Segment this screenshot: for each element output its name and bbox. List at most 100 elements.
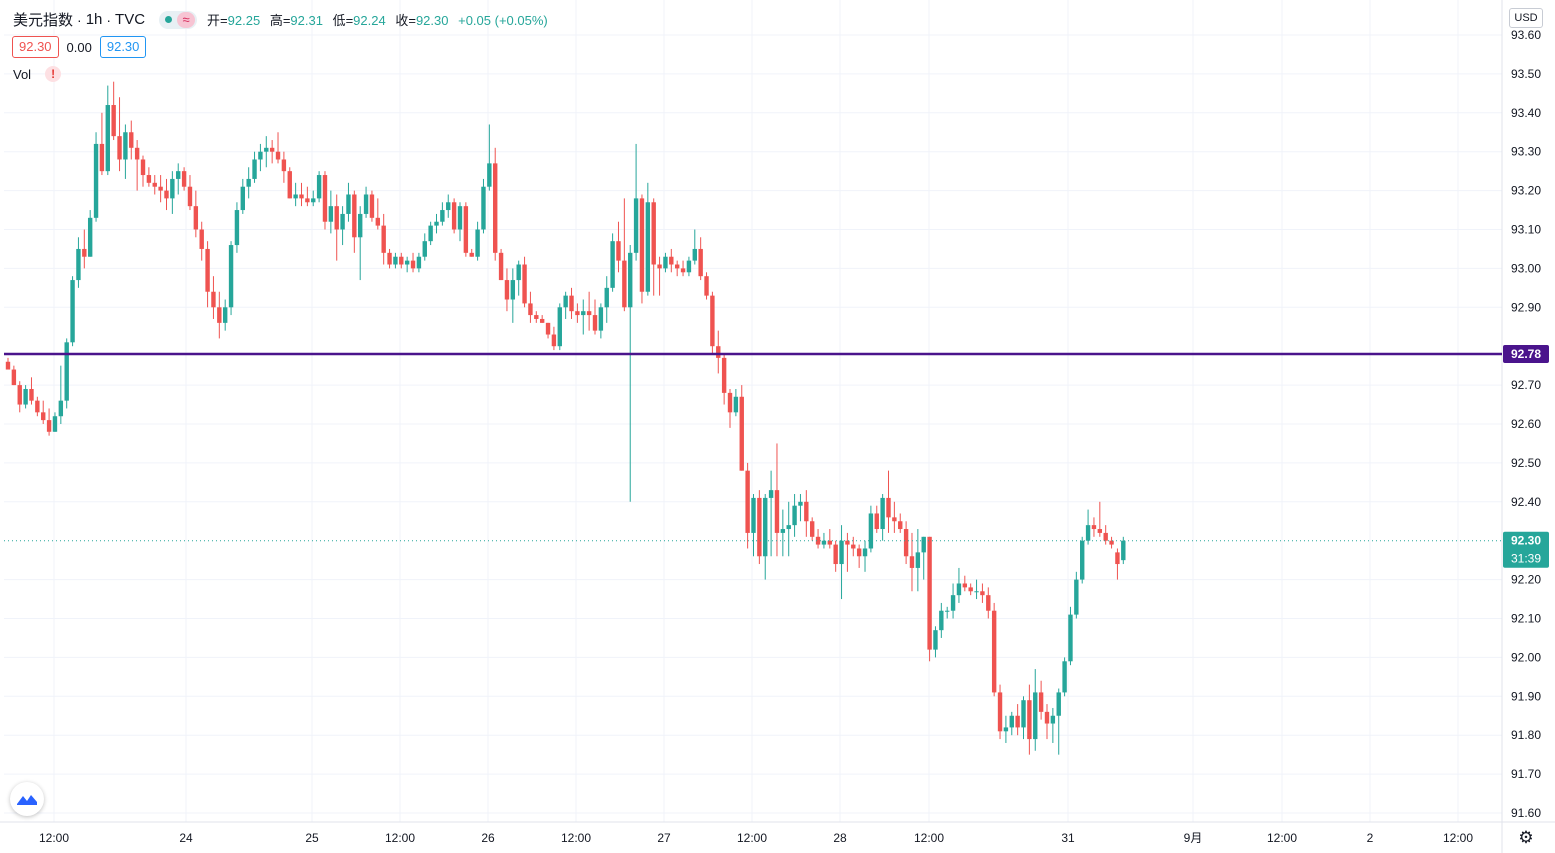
candle-body [657, 264, 662, 269]
legend-separator: · [106, 11, 112, 28]
candle-body [493, 163, 498, 253]
candle-body [633, 198, 639, 253]
candle-body [440, 210, 445, 222]
candle-body [1080, 540, 1085, 580]
symbol-name[interactable]: 美元指数 [13, 12, 74, 29]
candle-body [680, 268, 686, 273]
candle-body [768, 490, 774, 498]
market-status-pill[interactable]: ≈ [159, 10, 198, 29]
candle-body [528, 303, 533, 316]
candle-body [52, 416, 58, 432]
candle-body [29, 388, 34, 401]
candle-body [246, 178, 251, 187]
candle-body [1062, 661, 1067, 693]
candle-body [1038, 692, 1044, 712]
candle-body [757, 497, 762, 557]
candle-body [669, 256, 674, 265]
open-value: 92.25 [227, 13, 261, 28]
candle-body [1085, 525, 1091, 541]
candle-body [117, 136, 122, 160]
y-tick-label: 92.90 [1511, 300, 1541, 314]
candle-body [170, 178, 175, 199]
x-tick-label: 12:00 [385, 831, 415, 845]
currency-button[interactable]: USD [1509, 8, 1543, 28]
spread-value: 0.00 [66, 39, 92, 55]
candle-body [76, 248, 81, 281]
candle-body [381, 225, 386, 253]
candle-body [446, 202, 451, 211]
low-label: 低= [332, 13, 354, 28]
candle-body [58, 400, 64, 417]
x-tick-label: 12:00 [914, 831, 944, 845]
candle-body [516, 264, 521, 281]
candle-body [892, 517, 897, 522]
candle-body [305, 198, 310, 203]
candle-body [927, 536, 932, 650]
candle-body [322, 175, 328, 222]
candle-body [5, 361, 11, 370]
y-tick-label: 93.10 [1511, 223, 1541, 237]
candle-body [352, 194, 357, 238]
candle-body [193, 206, 199, 230]
candle-body [898, 521, 903, 530]
candle-body [41, 412, 46, 421]
candle-body [434, 221, 439, 226]
candle-body [1009, 715, 1014, 728]
y-tick-label: 92.50 [1511, 456, 1541, 470]
candle-body [1003, 727, 1009, 732]
candle-body [545, 322, 551, 335]
candle-body [369, 194, 375, 218]
candle-body [698, 248, 703, 277]
candle-body [1050, 715, 1056, 724]
candle-body [469, 252, 474, 257]
candle-body [1033, 692, 1038, 740]
candle-body [986, 595, 991, 611]
candle-body [886, 497, 891, 518]
tradingview-logo-icon[interactable] [10, 782, 44, 816]
x-tick-label: 12:00 [737, 831, 767, 845]
candle-body [46, 420, 52, 432]
candle-body [704, 276, 709, 296]
x-tick-label: 12:00 [39, 831, 69, 845]
candle-body [258, 151, 263, 160]
y-tick-label: 92.00 [1511, 650, 1541, 664]
legend-separator: · [77, 11, 82, 28]
candle-body [299, 194, 304, 199]
candle-body [129, 132, 134, 148]
candle-body [798, 501, 803, 506]
warning-icon[interactable]: ! [45, 66, 62, 82]
candle-body [974, 591, 979, 593]
interval-label[interactable]: 1h [85, 11, 103, 28]
candle-body [921, 536, 926, 553]
candle-body [1109, 540, 1114, 545]
bar-countdown-label: 31:39 [1511, 552, 1541, 566]
candle-body [234, 210, 240, 246]
candle-body [410, 260, 416, 269]
y-tick-label: 92.70 [1511, 378, 1541, 392]
candle-body [1015, 715, 1020, 728]
gear-icon[interactable]: ⚙ [1518, 828, 1534, 847]
candle-body [721, 357, 727, 393]
ask-button[interactable]: 92.30 [99, 36, 147, 58]
candle-body [404, 260, 410, 265]
candle-body [557, 307, 562, 347]
candle-body [164, 190, 169, 199]
volume-label[interactable]: Vol [13, 66, 32, 82]
candle-body [11, 369, 17, 386]
candle-body [915, 552, 921, 568]
volume-legend: Vol ! [13, 66, 62, 82]
candle-body [575, 311, 580, 316]
candle-body [968, 587, 973, 592]
candle-body [851, 544, 856, 549]
candle-body [252, 159, 257, 179]
candle-body [956, 583, 962, 596]
level-price-label: 92.78 [1511, 347, 1541, 361]
candle-body [457, 206, 463, 230]
candle-body [909, 556, 915, 568]
candle-body [1103, 532, 1108, 541]
candle-body [862, 548, 868, 557]
candle-body [991, 610, 997, 693]
bid-button[interactable]: 92.30 [12, 36, 59, 58]
candle-body [181, 171, 187, 187]
